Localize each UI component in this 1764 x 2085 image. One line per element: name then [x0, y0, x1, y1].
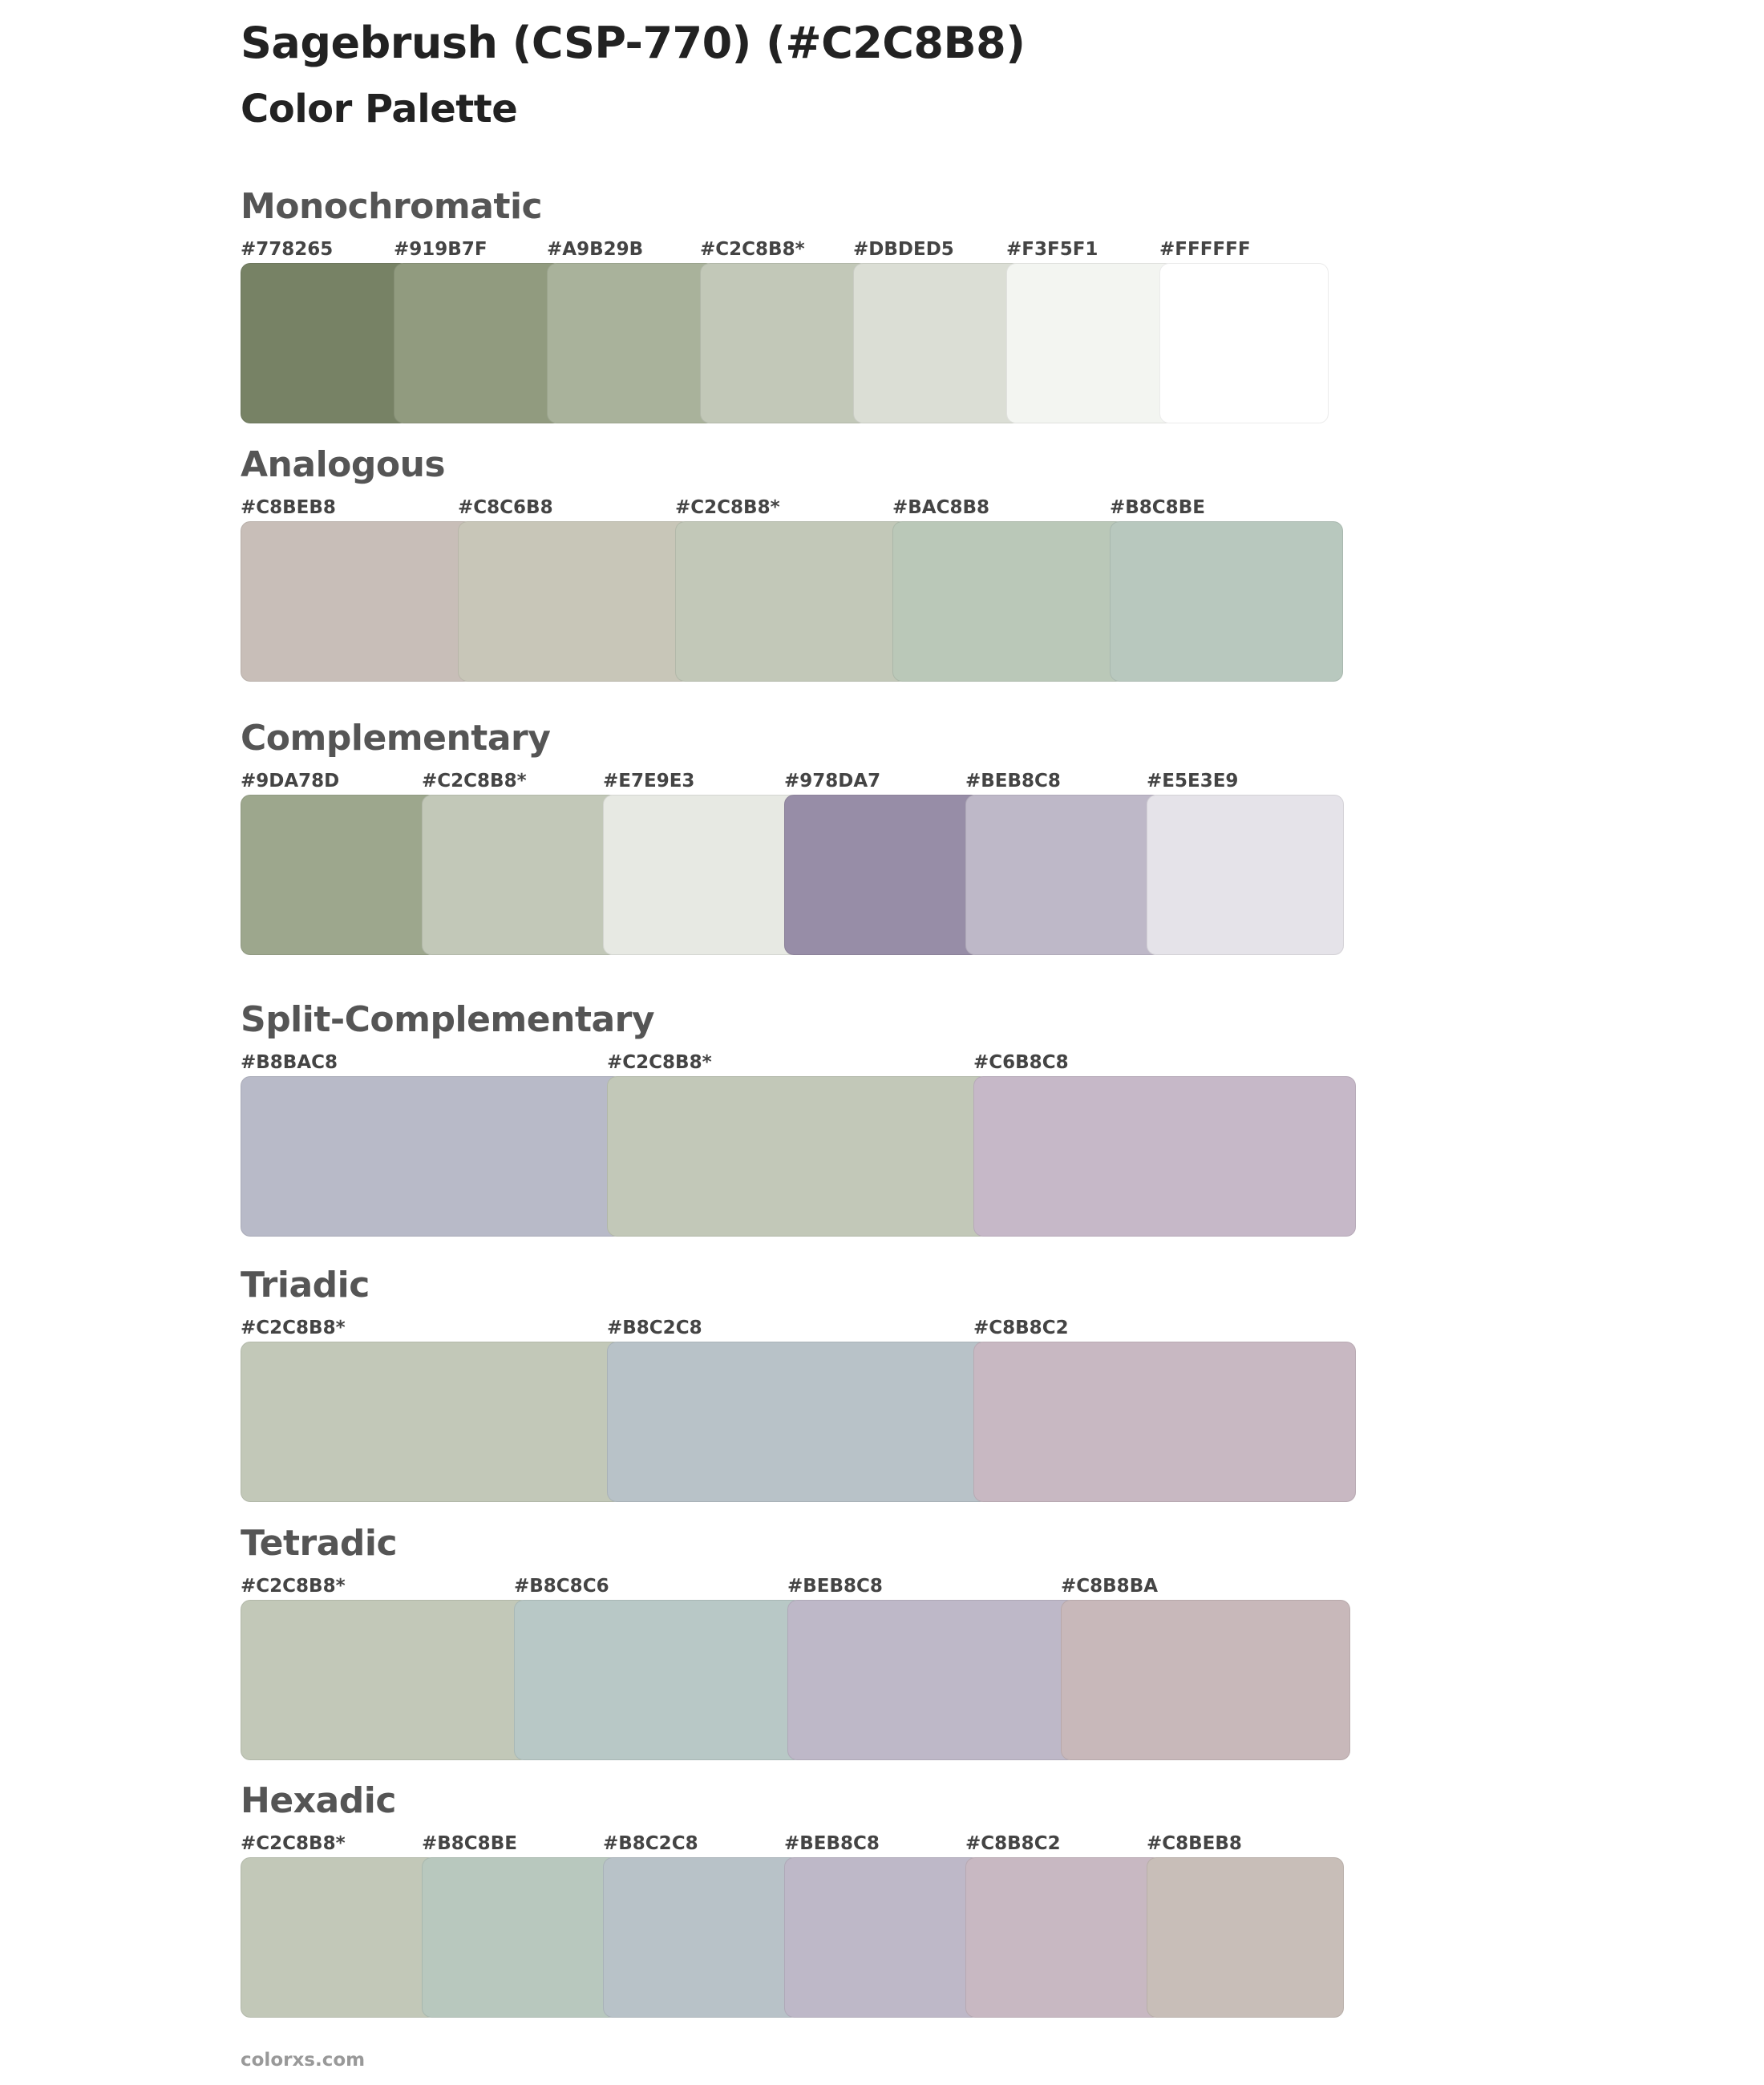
swatch-hex-label: #C2C8B8*	[241, 1576, 346, 1597]
color-swatch[interactable]	[241, 1076, 623, 1237]
section-title: Monochromatic	[241, 186, 543, 227]
swatch-hex-label: #A9B29B	[547, 239, 644, 260]
swatch-hex-label: #B8C8C6	[514, 1576, 609, 1597]
color-swatch[interactable]	[603, 1857, 800, 2018]
swatch-hex-label: #BEB8C8	[965, 771, 1061, 791]
color-swatch[interactable]	[241, 1342, 623, 1502]
swatch-hex-label: #C8C6B8	[458, 497, 553, 518]
color-swatch[interactable]	[241, 795, 438, 955]
color-swatch[interactable]	[514, 1600, 803, 1760]
color-swatch[interactable]	[853, 263, 1022, 423]
color-swatch[interactable]	[607, 1342, 989, 1502]
color-swatch[interactable]	[607, 1076, 989, 1237]
site-footer-link[interactable]: colorxs.com	[241, 2050, 366, 2071]
swatch-hex-label: #C8B8C2	[973, 1318, 1069, 1338]
swatch-hex-label: #B8C8BE	[422, 1833, 517, 1854]
swatch-hex-label: #B8C8BE	[1110, 497, 1205, 518]
swatch-hex-label: #C8BEB8	[1147, 1833, 1242, 1854]
color-swatch[interactable]	[603, 795, 800, 955]
swatch-hex-label: #C8BEB8	[241, 497, 336, 518]
color-swatch[interactable]	[1147, 795, 1344, 955]
color-swatch[interactable]	[241, 521, 474, 682]
swatch-hex-label: #C8B8BA	[1061, 1576, 1159, 1597]
swatch-hex-label: #B8C2C8	[603, 1833, 698, 1854]
swatch-hex-label: #F3F5F1	[1006, 239, 1098, 260]
color-swatch[interactable]	[787, 1600, 1077, 1760]
swatch-hex-label: #978DA7	[784, 771, 881, 791]
color-swatch[interactable]	[547, 263, 716, 423]
page-title: Sagebrush (CSP-770) (#C2C8B8)	[241, 18, 1026, 68]
section-title: Split-Complementary	[241, 999, 655, 1040]
color-swatch[interactable]	[458, 521, 691, 682]
color-swatch[interactable]	[784, 795, 981, 955]
swatch-hex-label: #B8C2C8	[607, 1318, 702, 1338]
swatch-hex-label: #C8B8C2	[965, 1833, 1061, 1854]
swatch-hex-label: #C2C8B8*	[422, 771, 527, 791]
swatch-hex-label: #C2C8B8*	[700, 239, 805, 260]
color-swatch[interactable]	[973, 1342, 1356, 1502]
page-subtitle: Color Palette	[241, 87, 518, 132]
color-swatch[interactable]	[675, 521, 908, 682]
section-title: Triadic	[241, 1265, 370, 1306]
color-swatch[interactable]	[965, 795, 1163, 955]
swatch-hex-label: #E5E3E9	[1147, 771, 1239, 791]
swatch-hex-label: #778265	[241, 239, 334, 260]
color-swatch[interactable]	[1061, 1600, 1350, 1760]
swatch-hex-label: #C2C8B8*	[241, 1833, 346, 1854]
color-swatch[interactable]	[892, 521, 1126, 682]
swatch-hex-label: #E7E9E3	[603, 771, 695, 791]
swatch-hex-label: #C2C8B8*	[607, 1052, 712, 1073]
color-swatch[interactable]	[1110, 521, 1343, 682]
swatch-hex-label: #B8BAC8	[241, 1052, 338, 1073]
color-swatch[interactable]	[700, 263, 869, 423]
color-swatch[interactable]	[1006, 263, 1175, 423]
section-title: Complementary	[241, 718, 551, 759]
swatch-hex-label: #BEB8C8	[787, 1576, 883, 1597]
swatch-hex-label: #C2C8B8*	[675, 497, 780, 518]
section-title: Analogous	[241, 444, 446, 485]
color-swatch[interactable]	[973, 1076, 1356, 1237]
color-swatch[interactable]	[422, 795, 619, 955]
section-title: Hexadic	[241, 1780, 396, 1821]
color-swatch[interactable]	[241, 1857, 438, 2018]
section-title: Tetradic	[241, 1523, 398, 1564]
swatch-hex-label: #919B7F	[394, 239, 488, 260]
swatch-hex-label: #BAC8B8	[892, 497, 990, 518]
color-swatch[interactable]	[241, 1600, 530, 1760]
swatch-hex-label: #DBDED5	[853, 239, 954, 260]
swatch-hex-label: #C2C8B8*	[241, 1318, 346, 1338]
swatch-hex-label: #FFFFFF	[1159, 239, 1251, 260]
color-swatch[interactable]	[784, 1857, 981, 2018]
color-swatch[interactable]	[241, 263, 410, 423]
color-swatch[interactable]	[1159, 263, 1329, 423]
swatch-hex-label: #BEB8C8	[784, 1833, 880, 1854]
color-swatch[interactable]	[965, 1857, 1163, 2018]
color-swatch[interactable]	[422, 1857, 619, 2018]
color-swatch[interactable]	[394, 263, 563, 423]
swatch-hex-label: #C6B8C8	[973, 1052, 1069, 1073]
color-swatch[interactable]	[1147, 1857, 1344, 2018]
swatch-hex-label: #9DA78D	[241, 771, 340, 791]
